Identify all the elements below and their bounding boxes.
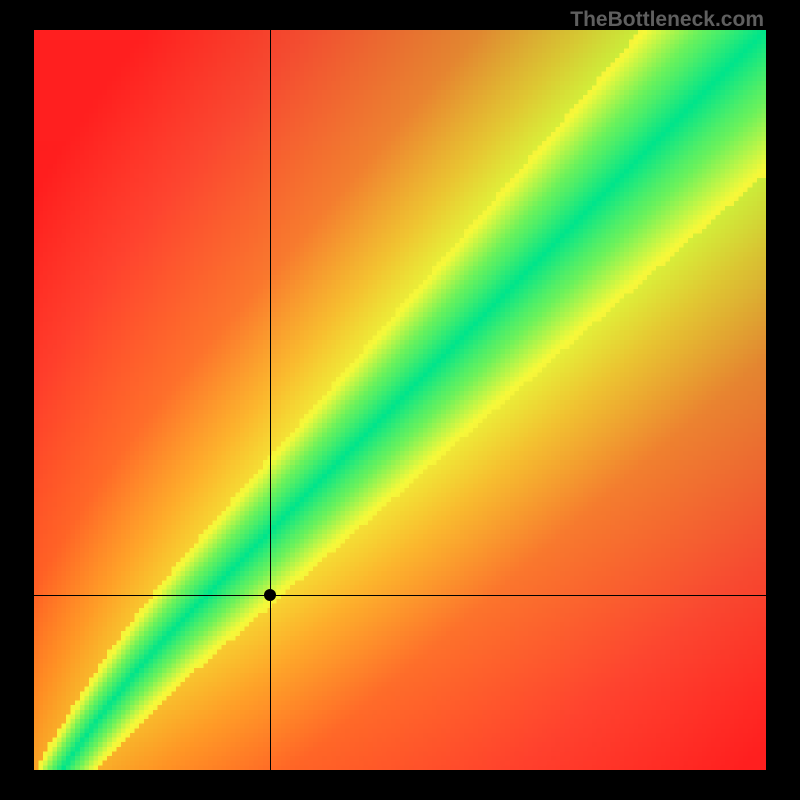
crosshair-horizontal bbox=[34, 595, 766, 596]
heatmap-plot bbox=[34, 30, 766, 770]
crosshair-vertical bbox=[270, 30, 271, 770]
watermark-text: TheBottleneck.com bbox=[570, 8, 764, 32]
selected-point-marker bbox=[264, 589, 276, 601]
chart-frame: TheBottleneck.com bbox=[0, 0, 800, 800]
heatmap-canvas bbox=[34, 30, 766, 770]
